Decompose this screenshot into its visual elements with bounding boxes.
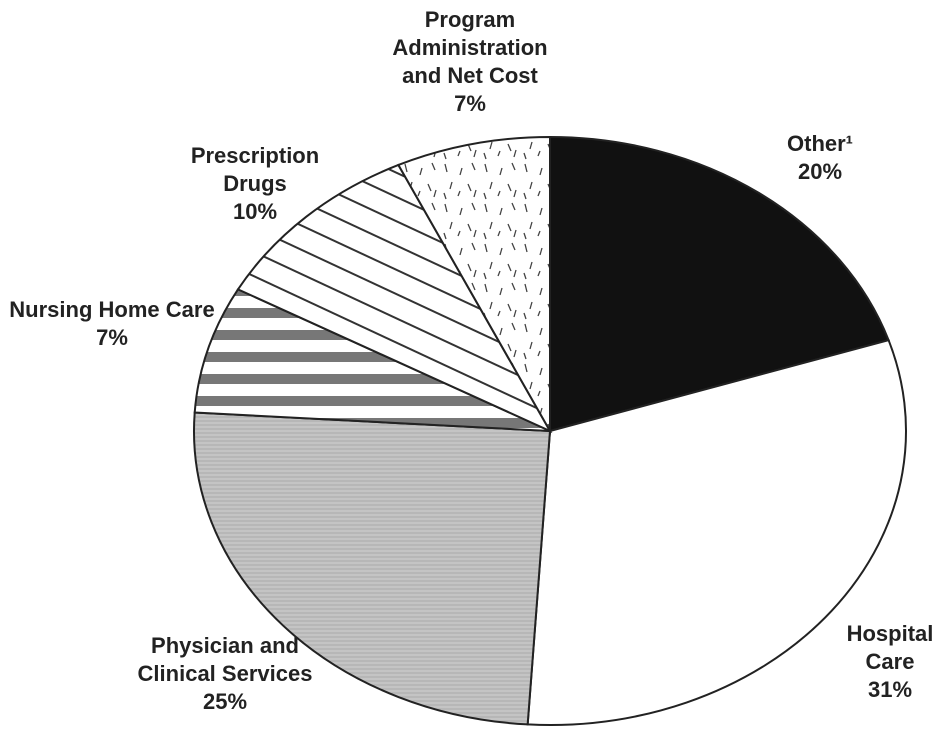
category-label: Nursing Home Care <box>9 297 215 322</box>
value-label: 10% <box>232 199 278 224</box>
pie-slice <box>193 411 552 726</box>
pie-slice <box>526 338 907 726</box>
value-label: 25% <box>202 689 248 714</box>
slice-label: Hospital Care 31% <box>820 620 949 704</box>
pie-slice <box>549 135 890 433</box>
value-label: 7% <box>454 91 486 116</box>
pie-slice <box>396 135 551 435</box>
slice-label: Nursing Home Care 7% <box>2 296 222 352</box>
pie-slice <box>236 163 553 434</box>
category-label: Program Administration and Net Cost <box>392 7 548 88</box>
category-label: Prescription Drugs <box>190 143 320 196</box>
slice-label: Prescription Drugs 10% <box>170 142 340 226</box>
value-label: 31% <box>867 677 913 702</box>
category-label: Physician and Clinical Services <box>137 633 313 686</box>
slice-label: Other¹ 20% <box>750 130 890 186</box>
category-label: Other¹ <box>787 131 853 156</box>
slice-label: Physician and Clinical Services 25% <box>125 632 325 716</box>
pie-slice <box>193 288 551 432</box>
value-label: 20% <box>797 159 843 184</box>
category-label: Hospital Care <box>846 621 934 674</box>
value-label: 7% <box>96 325 128 350</box>
slice-label: Program Administration and Net Cost 7% <box>375 6 565 118</box>
